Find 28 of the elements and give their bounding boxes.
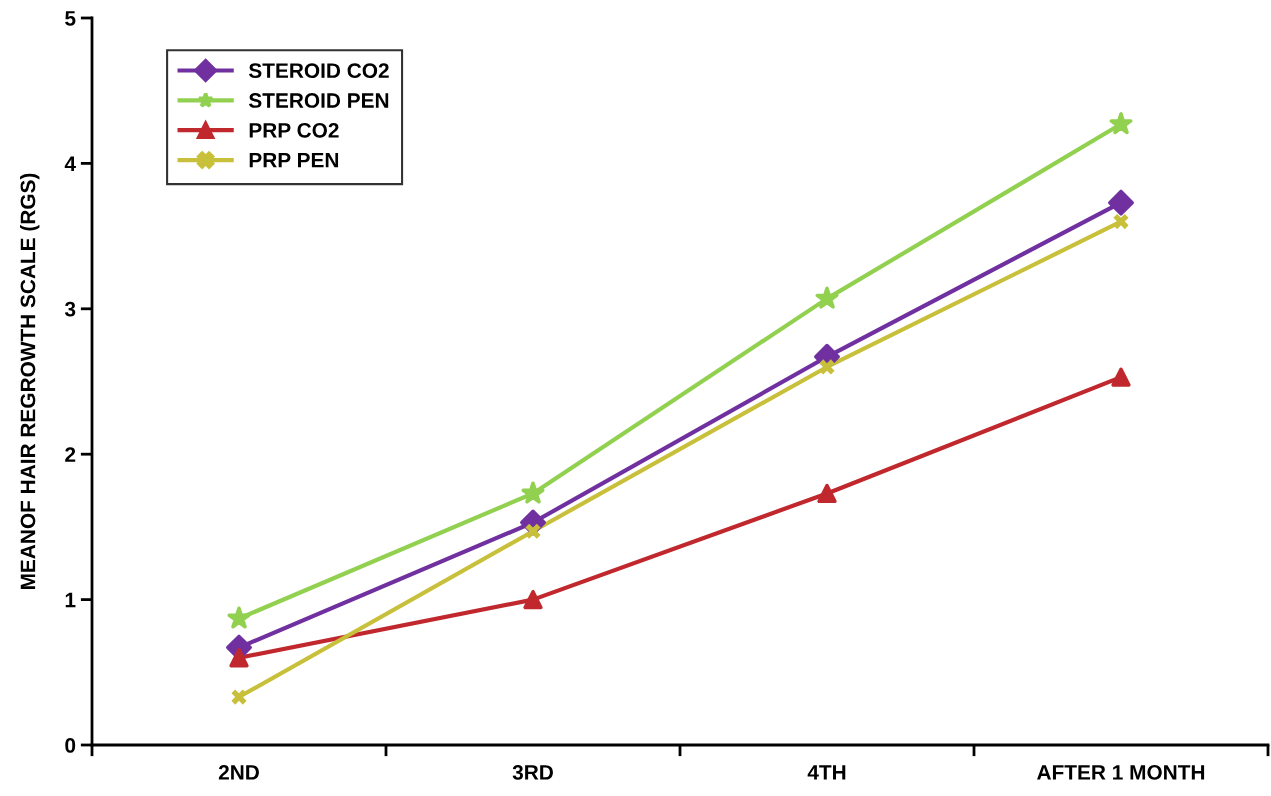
point [227,606,251,629]
y-tick-label: 3 [64,301,76,317]
x-tick-label: 4TH [807,765,846,780]
point [815,286,839,309]
y-tick-label: 4 [64,156,76,171]
x-tick-label: AFTER 1 MONTH [1037,764,1205,780]
legend-label: PRP PEN [249,153,339,168]
legend-label: STEROID PEN [248,93,389,108]
x-tick-label: 3RD [512,764,553,780]
point [231,689,247,705]
y-tick-label: 0 [65,738,76,753]
y-tick-label: 1 [65,592,76,608]
point [229,648,249,668]
legend-label: STEROID CO2 [248,63,389,79]
legend-label: PRP CO2 [249,122,339,138]
y-axis-title: MEANOF HAIR REGROWTH SCALE (RGS) [20,173,40,590]
point [1113,213,1129,230]
y-tick-label: 2 [65,447,76,462]
y-tick-label: 5 [65,11,76,26]
point [1108,189,1134,216]
point [819,359,835,375]
point [521,481,545,504]
point [1109,112,1133,135]
x-tick-label: 2ND [218,764,259,780]
point [1111,367,1131,387]
point [817,483,837,504]
point [523,589,543,610]
point [525,523,541,539]
